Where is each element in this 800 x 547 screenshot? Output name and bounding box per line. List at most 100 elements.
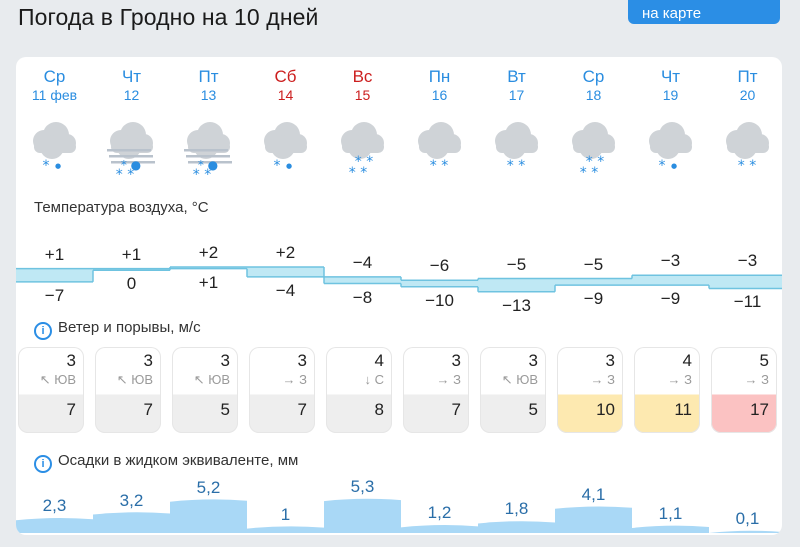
cloud-light-snow-icon: * ● [16, 115, 93, 187]
wind-speed: 4 [682, 351, 692, 370]
temp-max: −4 [352, 252, 373, 272]
temperature-band [401, 280, 478, 287]
cloud-snow-light-icon: * * [478, 115, 555, 187]
precip-bar [478, 521, 555, 533]
day-header[interactable]: Ср 18 [555, 67, 632, 103]
precip-bar [401, 525, 478, 533]
day-date: 18 [585, 87, 602, 103]
svg-text:●: ● [671, 162, 677, 170]
day-date: 19 [662, 87, 679, 103]
wind-direction: → З [590, 372, 615, 387]
svg-text:* *: * * [355, 154, 373, 170]
day-date: 20 [739, 87, 756, 103]
wind-gust: 7 [297, 400, 307, 419]
day-header[interactable]: Пт 13 [170, 67, 247, 103]
map-button[interactable]: на карте [628, 0, 780, 24]
temp-max: −6 [429, 256, 450, 276]
precip-value: 5,3 [350, 477, 375, 497]
day-header[interactable]: Ср 11 фев [16, 67, 93, 103]
temperature-label: Температура воздуха, °C [34, 199, 209, 216]
cloud-snow-light-icon: * * [401, 115, 478, 187]
wind-direction: ↓ С [364, 372, 385, 387]
precip-value: 3,2 [119, 490, 144, 510]
wind-card[interactable]: 3 ↖ ЮВ 7 [95, 347, 161, 433]
temp-min: 0 [126, 274, 137, 294]
wind-gust: 7 [143, 400, 153, 419]
page-title: Погода в Гродно на 10 дней [18, 4, 319, 30]
day-header[interactable]: Вт 17 [478, 67, 555, 103]
temp-min: −11 [733, 292, 762, 312]
precip-bar [709, 530, 782, 533]
temperature-band [324, 276, 401, 284]
wind-direction: → З [744, 372, 769, 387]
wind-direction: → З [282, 372, 307, 387]
day-header[interactable]: Чт 19 [632, 67, 709, 103]
day-header[interactable]: Вс 15 [324, 67, 401, 103]
day-name: Сб [274, 67, 297, 86]
wind-card[interactable]: 3 → З 7 [403, 347, 469, 433]
svg-text:●: ● [55, 162, 61, 170]
temp-min: −4 [275, 280, 296, 300]
temp-min: +1 [198, 272, 219, 292]
precip-value: 4,1 [581, 484, 606, 504]
day-date: 11 фев [31, 87, 78, 103]
wind-card[interactable]: 3 ↖ ЮВ 7 [18, 347, 84, 433]
temperature-chart [16, 266, 782, 293]
cloud-fog-snow-icon: * ● * * [93, 115, 170, 187]
wind-card[interactable]: 3 ↖ ЮВ 5 [172, 347, 238, 433]
day-header[interactable]: Чт 12 [93, 67, 170, 103]
day-name: Вс [352, 67, 373, 86]
temp-min: −8 [352, 287, 373, 307]
temperature-band [247, 267, 324, 277]
precip-section-header: i Осадки в жидком эквиваленте, мм [34, 452, 298, 473]
temperature-band [16, 268, 93, 282]
wind-card[interactable]: 4 → З 11 [634, 347, 700, 433]
wind-card[interactable]: 3 → З 7 [249, 347, 315, 433]
day-name: Чт [121, 67, 142, 86]
svg-text:* *: * * [349, 165, 367, 181]
wind-direction: ↖ ЮВ [39, 372, 76, 387]
info-icon[interactable]: i [34, 322, 52, 340]
precip-bar [16, 517, 93, 533]
temperature-band [632, 275, 709, 286]
temperature-band [709, 275, 782, 289]
temp-max: −3 [660, 251, 681, 271]
temp-max: −3 [737, 251, 758, 271]
temp-max: +2 [275, 243, 296, 262]
wind-speed: 3 [451, 351, 461, 370]
wind-card[interactable]: 5 → З 17 [711, 347, 777, 433]
wind-direction: → З [436, 372, 461, 387]
day-name: Ср [582, 67, 605, 86]
info-icon[interactable]: i [34, 455, 52, 473]
day-name: Ср [43, 67, 66, 86]
wind-gust: 5 [528, 400, 538, 419]
wind-speed: 3 [66, 351, 76, 370]
wind-direction: ↖ ЮВ [193, 372, 230, 387]
wind-card[interactable]: 3 ↖ ЮВ 5 [480, 347, 546, 433]
temp-max: −5 [506, 254, 527, 274]
precip-label: Осадки в жидком эквиваленте, мм [58, 452, 299, 469]
wind-card[interactable]: 4 ↓ С 8 [326, 347, 392, 433]
day-date: 15 [354, 87, 371, 103]
svg-text:* *: * * [580, 165, 598, 181]
precip-bar [632, 525, 709, 533]
day-name: Пт [737, 67, 758, 86]
day-header[interactable]: Пн 16 [401, 67, 478, 103]
day-header[interactable]: Пт 20 [709, 67, 782, 103]
wind-gust: 7 [451, 400, 461, 419]
cloud-light-snow-icon: * ● [632, 115, 709, 187]
wind-label: Ветер и порывы, м/с [58, 319, 201, 336]
precip-bar [93, 512, 170, 533]
svg-text:* *: * * [738, 158, 756, 174]
day-name: Вт [507, 67, 526, 86]
wind-speed: 4 [374, 351, 384, 370]
svg-text:* *: * * [586, 154, 604, 170]
wind-card[interactable]: 3 → З 10 [557, 347, 623, 433]
svg-text:* ●: * ● [198, 158, 218, 172]
cloud-light-snow-icon: * ● [247, 115, 324, 187]
precip-bar [555, 506, 632, 533]
day-header[interactable]: Сб 14 [247, 67, 324, 103]
cloud-fog-snow-icon: * ● * * [170, 115, 247, 187]
precip-value: 2,3 [42, 496, 67, 516]
wind-gust: 7 [66, 400, 76, 419]
